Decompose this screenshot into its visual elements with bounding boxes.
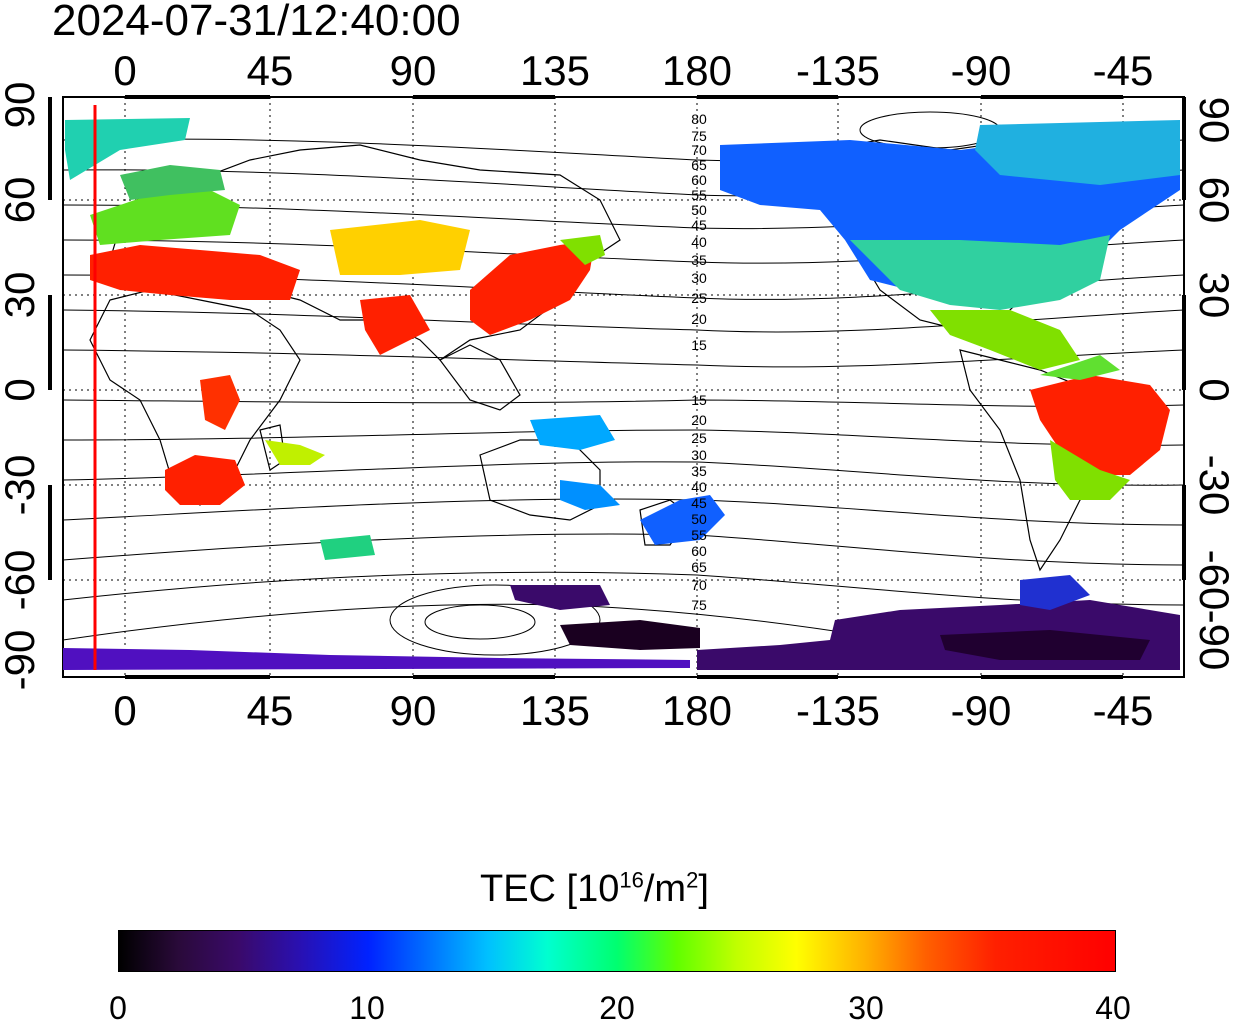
contour-label: 35: [691, 463, 707, 479]
lon-tick-bottom: 180: [662, 687, 732, 734]
lat-tick-right: -60: [1191, 550, 1235, 611]
lon-tick-top: -135: [796, 47, 880, 94]
lat-tick-left: -60: [0, 550, 43, 611]
lat-tick-right: 0: [1191, 378, 1235, 401]
lon-tick-top: 135: [520, 47, 590, 94]
lon-tick-bottom: 0: [113, 687, 136, 734]
lon-tick-bottom: 45: [247, 687, 294, 734]
lat-tick-left: 60: [0, 177, 43, 224]
contour-label: 20: [691, 311, 707, 327]
contour-label: 25: [691, 430, 707, 446]
contour-label: 75: [691, 597, 707, 613]
colorbar-title: TEC [1016/m2]: [480, 868, 709, 911]
colorbar-tick: 0: [109, 990, 127, 1026]
lon-tick-top: 90: [390, 47, 437, 94]
timestamp-title: 2024-07-31/12:40:00: [52, 0, 461, 45]
contour-label: 30: [691, 447, 707, 463]
contour-label: 55: [691, 187, 707, 203]
contour-label: 40: [691, 479, 707, 495]
contour-label: 25: [691, 290, 707, 306]
lat-tick-right: 90: [1191, 97, 1235, 144]
contour-label: 50: [691, 202, 707, 218]
contour-label: 40: [691, 234, 707, 250]
frame-ticks: [48, 95, 1186, 679]
lat-tick-left: 0: [0, 378, 43, 401]
contour-label: 75: [691, 128, 707, 144]
tec-map: 0 45 90 135 180 -135 -90 -45 0 45 90 135…: [0, 47, 1235, 734]
contour-label: 35: [691, 252, 707, 268]
colorbar-tick: 30: [848, 990, 884, 1026]
lon-tick-bottom: -45: [1093, 687, 1154, 734]
contour-label: 45: [691, 217, 707, 233]
contour-label: 70: [691, 577, 707, 593]
contour-label: 30: [691, 270, 707, 286]
contour-label: 60: [691, 543, 707, 559]
colorbar-tick: 20: [599, 990, 635, 1026]
contour-label: 65: [691, 157, 707, 173]
contour-label: 55: [691, 527, 707, 543]
lon-labels-top: 0 45 90 135 180 -135 -90 -45: [113, 47, 1153, 94]
lat-tick-right: 30: [1191, 272, 1235, 319]
lat-tick-left: 90: [0, 82, 43, 129]
lat-tick-right: 60: [1191, 177, 1235, 224]
colorbar-tick: 10: [349, 990, 385, 1026]
lat-tick-left: -90: [0, 630, 43, 691]
colorbar-title-exp2: 2: [686, 867, 699, 893]
contour-label: 15: [691, 392, 707, 408]
colorbar-title-exp1: 16: [619, 867, 644, 893]
lon-tick-bottom: -90: [951, 687, 1012, 734]
lon-tick-top: 180: [662, 47, 732, 94]
contour-labels-north: 80 75 70 65 60 55 50 45 40 35 30 25 20 1…: [691, 111, 707, 353]
contour-label: 15: [691, 337, 707, 353]
tec-data-patches: [63, 118, 1180, 670]
colorbar-title-mid: /m: [643, 868, 687, 910]
contour-label: 70: [691, 142, 707, 158]
lon-tick-top: 45: [247, 47, 294, 94]
lon-tick-top: -45: [1093, 47, 1154, 94]
lat-labels-left: 90 60 30 0 -30 -60 -90: [0, 82, 43, 691]
contour-label: 45: [691, 495, 707, 511]
lat-tick-left: 30: [0, 272, 43, 319]
colorbar-tick: 40: [1095, 990, 1131, 1026]
lat-tick-right: -90: [1191, 610, 1235, 671]
lon-tick-bottom: 135: [520, 687, 590, 734]
lon-tick-top: 0: [113, 47, 136, 94]
contour-label: 80: [691, 111, 707, 127]
colorbar-title-main: TEC [10: [480, 868, 620, 910]
contour-label: 50: [691, 511, 707, 527]
contour-label: 65: [691, 559, 707, 575]
lon-tick-bottom: -135: [796, 687, 880, 734]
colorbar-title-end: ]: [698, 868, 709, 910]
lon-labels-bottom: 0 45 90 135 180 -135 -90 -45: [113, 687, 1153, 734]
lat-tick-right: -30: [1191, 455, 1235, 516]
tec-colorbar: [118, 930, 1116, 972]
lon-tick-top: -90: [951, 47, 1012, 94]
contour-labels-south: 15 20 25 30 35 40 45 50 55 60 65 70 75: [691, 392, 707, 613]
contour-label: 20: [691, 412, 707, 428]
lat-tick-left: -30: [0, 455, 43, 516]
contour-label: 60: [691, 172, 707, 188]
lon-tick-bottom: 90: [390, 687, 437, 734]
lat-labels-right: 90 60 30 0 -30 -60 -90: [1191, 97, 1235, 671]
